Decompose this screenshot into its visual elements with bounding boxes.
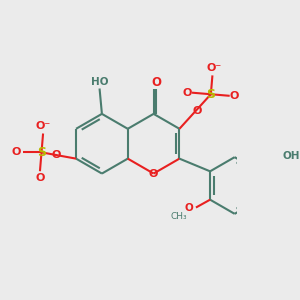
- Text: O: O: [12, 147, 21, 158]
- Text: CH₃: CH₃: [170, 212, 187, 221]
- Text: OH: OH: [283, 152, 300, 161]
- Text: O: O: [184, 202, 193, 212]
- Text: O: O: [230, 91, 239, 101]
- Text: O: O: [192, 106, 201, 116]
- Text: S: S: [206, 88, 215, 101]
- Text: O: O: [149, 169, 158, 179]
- Text: O⁻: O⁻: [35, 122, 51, 131]
- Text: S: S: [37, 146, 46, 159]
- Text: O: O: [52, 151, 61, 160]
- Text: HO: HO: [91, 77, 108, 87]
- Text: O: O: [183, 88, 192, 98]
- Text: O: O: [35, 173, 45, 183]
- Text: O⁻: O⁻: [206, 63, 222, 73]
- Text: O: O: [151, 76, 161, 89]
